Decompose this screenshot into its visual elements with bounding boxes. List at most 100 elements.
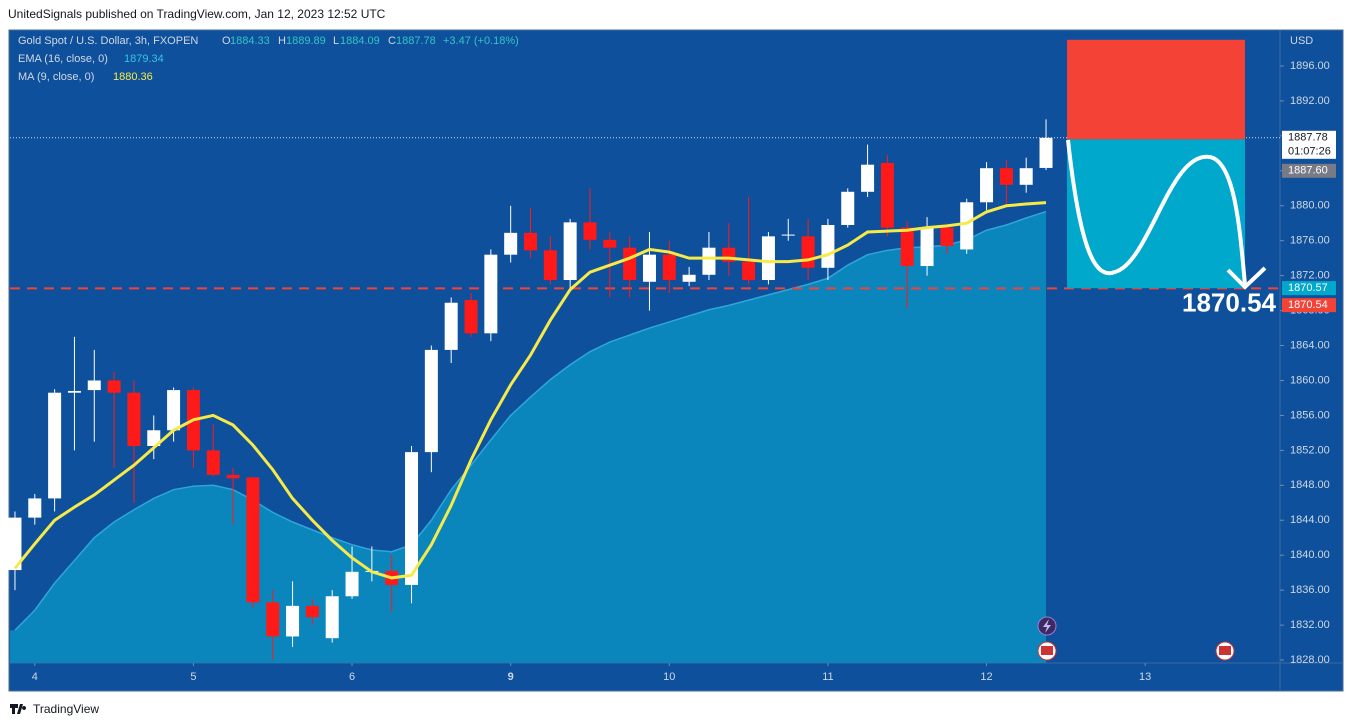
legend-o-value: 1884.33	[230, 35, 270, 47]
ema-area	[10, 211, 1047, 663]
legend-o: O	[222, 35, 231, 47]
target-label-box	[1282, 281, 1336, 296]
candle-body	[107, 380, 121, 393]
event-flag-stripes	[1041, 646, 1053, 655]
candle-body	[821, 224, 835, 268]
footer: TradingView	[10, 702, 99, 716]
countdown-label: 01:07:26	[1288, 146, 1331, 158]
y-tick-label: 1852.00	[1290, 444, 1330, 456]
candle-body	[861, 164, 875, 192]
entry-label-box	[1282, 163, 1336, 178]
y-tick-label: 1876.00	[1290, 235, 1330, 247]
candle-body	[305, 605, 319, 618]
legend-ma: MA (9, close, 0)	[18, 71, 94, 83]
candle-body	[920, 227, 934, 267]
candle-body	[623, 247, 637, 281]
candle-body	[266, 602, 280, 637]
entry-label: 1887.60	[1288, 165, 1328, 177]
candle-body	[801, 236, 815, 268]
y-tick-label: 1880.00	[1290, 200, 1330, 212]
candle-body	[980, 168, 994, 203]
y-tick-label: 1896.00	[1290, 60, 1330, 72]
legend-ma-value: 1880.36	[113, 71, 153, 83]
y-tick-label: 1840.00	[1290, 549, 1330, 561]
candle-body	[781, 234, 795, 236]
candle-body	[682, 274, 696, 282]
legend-l-value: 1884.09	[340, 35, 380, 47]
candle-body	[424, 349, 438, 453]
candle-body	[880, 162, 894, 228]
currency-label: USD	[1290, 35, 1313, 47]
candle-body	[206, 450, 220, 475]
candle-body	[583, 222, 597, 240]
x-tick-label: 6	[349, 671, 355, 683]
y-tick-label: 1872.00	[1290, 270, 1330, 282]
legend: Gold Spot / U.S. Dollar, 3h, FXOPEN O 18…	[18, 35, 519, 83]
target-label: 1870.57	[1288, 282, 1328, 294]
event-icons	[1037, 616, 1235, 661]
candle-body	[246, 477, 260, 603]
y-tick-label: 1844.00	[1290, 514, 1330, 526]
last-price-label: 1887.78	[1288, 132, 1328, 144]
candle-body	[563, 222, 577, 281]
candle-body	[67, 390, 81, 393]
hline-label: 1870.54	[1288, 299, 1328, 311]
hline-label-box	[1282, 298, 1336, 313]
candle-body	[523, 232, 537, 251]
candle-body	[147, 430, 161, 447]
y-tick-label: 1864.00	[1290, 339, 1330, 351]
candle-body	[226, 474, 240, 479]
candle-body	[8, 517, 22, 571]
candle-body	[87, 380, 101, 391]
x-tick-label: 4	[32, 671, 38, 683]
candle-body	[543, 250, 557, 281]
y-tick-label: 1828.00	[1290, 654, 1330, 666]
candle-body	[841, 191, 855, 225]
footer-text: TradingView	[33, 702, 99, 716]
hline-annotation: 1870.54	[1182, 287, 1277, 317]
candle-body	[642, 254, 656, 282]
x-tick-label: 11	[822, 671, 833, 683]
candle-body	[1019, 168, 1033, 185]
header: UnitedSignals published on TradingView.c…	[8, 7, 386, 21]
candle-body	[345, 571, 359, 597]
x-tick-label: 10	[663, 671, 675, 683]
candle-body	[405, 452, 419, 585]
candle-body	[48, 392, 62, 499]
candle-body	[999, 168, 1013, 185]
stop-zone	[1067, 39, 1245, 140]
candle-body	[504, 232, 518, 255]
legend-c-value: 1887.78	[396, 35, 436, 47]
candle-body	[484, 254, 498, 334]
y-tick-label: 1856.00	[1290, 409, 1330, 421]
candle-body	[940, 227, 954, 246]
legend-h-value: 1889.89	[286, 35, 326, 47]
candle-body	[742, 261, 756, 281]
legend-change: +3.47 (+0.18%)	[443, 35, 519, 47]
legend-l: L	[333, 35, 339, 47]
legend-ema-value: 1879.34	[124, 53, 164, 65]
y-tick-label: 1836.00	[1290, 584, 1330, 596]
candle-body	[444, 302, 458, 350]
candle-body	[464, 300, 478, 334]
legend-title: Gold Spot / U.S. Dollar, 3h, FXOPEN	[18, 35, 198, 47]
y-tick-label: 1832.00	[1290, 619, 1330, 631]
legend-ema: EMA (16, close, 0)	[18, 53, 108, 65]
candle-body	[761, 236, 775, 281]
candle-body	[603, 239, 617, 248]
candle-body	[662, 254, 676, 281]
plot	[8, 39, 1280, 663]
y-tick-label: 1860.00	[1290, 374, 1330, 386]
forecast-curve	[1066, 139, 1247, 286]
candle-body	[960, 202, 974, 250]
legend-c: C	[388, 35, 396, 47]
last-price-box	[1282, 130, 1336, 159]
ma-line	[13, 201, 1047, 580]
event-icon-bolt	[1043, 619, 1051, 633]
x-tick-label: 5	[190, 671, 196, 683]
x-tick-label: 9	[508, 671, 514, 683]
x-tick-label: 13	[1139, 671, 1151, 683]
ema-line	[14, 210, 1047, 631]
candle-body	[286, 605, 300, 637]
